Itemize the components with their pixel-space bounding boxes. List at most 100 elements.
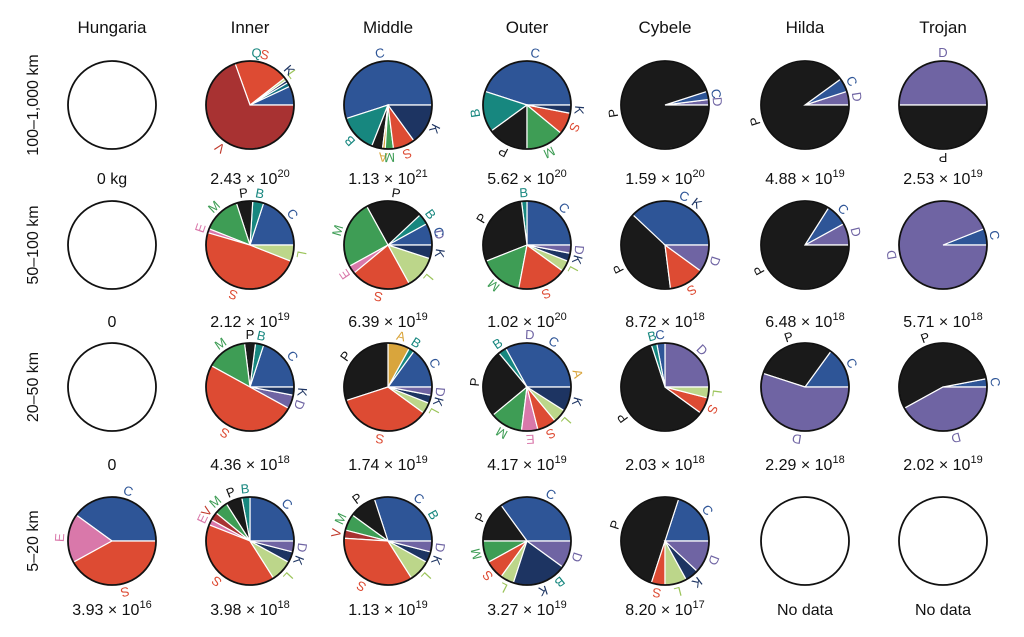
mass-exponent: 17: [692, 599, 704, 611]
pie-outline: [760, 60, 850, 150]
mass-label-middle-row2: 6.39 × 1019: [348, 311, 427, 331]
pie-outline: [482, 60, 572, 150]
slice-label-d: D: [849, 91, 865, 103]
mass-label-middle-row1: 1.13 × 1021: [348, 168, 427, 188]
pie-hilda-row1: DCP: [747, 60, 865, 150]
pie-outline: [67, 496, 157, 586]
slice-label-a: A: [378, 149, 388, 165]
pie-outline: [205, 496, 295, 586]
mass-exponent: 18: [277, 454, 289, 466]
pie-hungaria-row1: [67, 60, 157, 150]
mass-base: 2.02 × 10: [903, 457, 970, 474]
column-header-trojan: Trojan: [919, 18, 967, 37]
slice-label-p: P: [391, 185, 402, 201]
slice-label-l: L: [709, 389, 725, 398]
empty-pie: [67, 342, 157, 432]
slice-label-d: D: [568, 550, 585, 564]
mass-labels: 0 kg 2.43 × 1020 1.13 × 1021 5.62 × 1020 1.5…: [72, 168, 982, 619]
slice-label-k: K: [428, 553, 445, 567]
mass-base: 1.74 × 10: [348, 457, 415, 474]
slice-label-e: E: [52, 533, 68, 543]
slice-label-p: P: [607, 518, 624, 531]
column-header-hungaria: Hungaria: [78, 18, 148, 37]
mass-base: 2.29 × 10: [765, 457, 832, 474]
slice-label-s: S: [372, 288, 384, 304]
mass-base: 4.88 × 10: [765, 171, 832, 188]
slice-label-d: D: [431, 228, 448, 240]
mass-exponent: 19: [970, 168, 982, 180]
mass-label-cybele-row4: 8.20 × 1017: [625, 599, 704, 619]
mass-label-inner-row2: 2.12 × 1019: [210, 311, 289, 331]
mass-exponent: 19: [277, 311, 289, 323]
mass-label-middle-row3: 1.74 × 1019: [348, 454, 427, 474]
slice-label-p: P: [467, 377, 483, 387]
mass-label-hilda-row2: 6.48 × 1018: [765, 311, 844, 331]
mass-label-outer-row1: 5.62 × 1020: [487, 168, 566, 188]
mass-base: 3.27 × 10: [487, 602, 554, 619]
slice-label-p: P: [238, 185, 248, 201]
mass-label-inner-row4: 3.98 × 1018: [210, 599, 289, 619]
slice-label-s: S: [400, 145, 414, 162]
slice-label-c: C: [529, 45, 541, 61]
pie-outline: [343, 496, 433, 586]
pie-slice-p: [898, 104, 988, 150]
mass-exponent: 18: [832, 311, 844, 323]
row-header-5-20-km: 5–20 km: [25, 510, 42, 571]
mass-label-hungaria-row3: 0: [108, 457, 117, 474]
pie-hilda-row3: DCP: [760, 329, 861, 447]
mass-exponent: 21: [415, 168, 427, 180]
pie-outline: [620, 496, 710, 586]
slice-label-k: K: [571, 105, 587, 115]
pie-outline: [482, 496, 572, 586]
slice-label-l: L: [294, 250, 310, 260]
empty-pie: [898, 496, 988, 586]
slice-label-c: C: [374, 45, 386, 61]
slice-label-d: D: [791, 431, 803, 447]
slice-label-b: B: [646, 328, 658, 345]
mass-exponent: 18: [692, 311, 704, 323]
pie-outline: [482, 342, 572, 432]
slice-label-p: P: [224, 484, 238, 501]
mass-exponent: 16: [139, 599, 151, 611]
pie-outline: [760, 342, 850, 432]
slice-label-p: P: [939, 150, 948, 165]
mass-base: 4.17 × 10: [487, 457, 554, 474]
slice-label-l: L: [673, 584, 684, 600]
pie-outline: [482, 200, 572, 290]
slice-label-m: M: [329, 223, 346, 238]
column-header-cybele: Cybele: [639, 18, 692, 37]
mass-base: 1.13 × 10: [348, 171, 415, 188]
pie-outline: [205, 60, 295, 150]
slice-label-d: D: [705, 553, 722, 567]
mass-label-cybele-row3: 2.03 × 1018: [625, 454, 704, 474]
column-headers: Hungaria Inner Middle Outer Cybele Hilda Troja…: [78, 18, 967, 37]
slice-label-v: V: [328, 527, 344, 538]
slice-label-d: D: [706, 254, 723, 268]
mass-label-outer-row4: 3.27 × 1019: [487, 599, 566, 619]
slice-label-d: D: [432, 542, 448, 553]
slice-label-d: D: [294, 542, 310, 553]
slice-label-k: K: [569, 395, 586, 408]
empty-pie: [67, 60, 157, 150]
mass-exponent: 19: [415, 599, 427, 611]
mass-label-hilda-row4: No data: [777, 602, 833, 619]
pie-outline: [898, 342, 988, 432]
mass-base: 6.48 × 10: [765, 314, 832, 331]
mass-exponent: 19: [554, 454, 566, 466]
mass-base: 2.03 × 10: [625, 457, 692, 474]
slice-label-p: P: [747, 115, 764, 128]
mass-base: 3.93 × 10: [72, 602, 139, 619]
slice-label-d: D: [950, 429, 963, 446]
row-headers: 100–1,000 km 50–100 km 20–50 km 5–20 km: [25, 54, 42, 571]
slice-label-c: C: [121, 482, 135, 499]
pie-cybele-row1: DC P: [605, 60, 725, 150]
